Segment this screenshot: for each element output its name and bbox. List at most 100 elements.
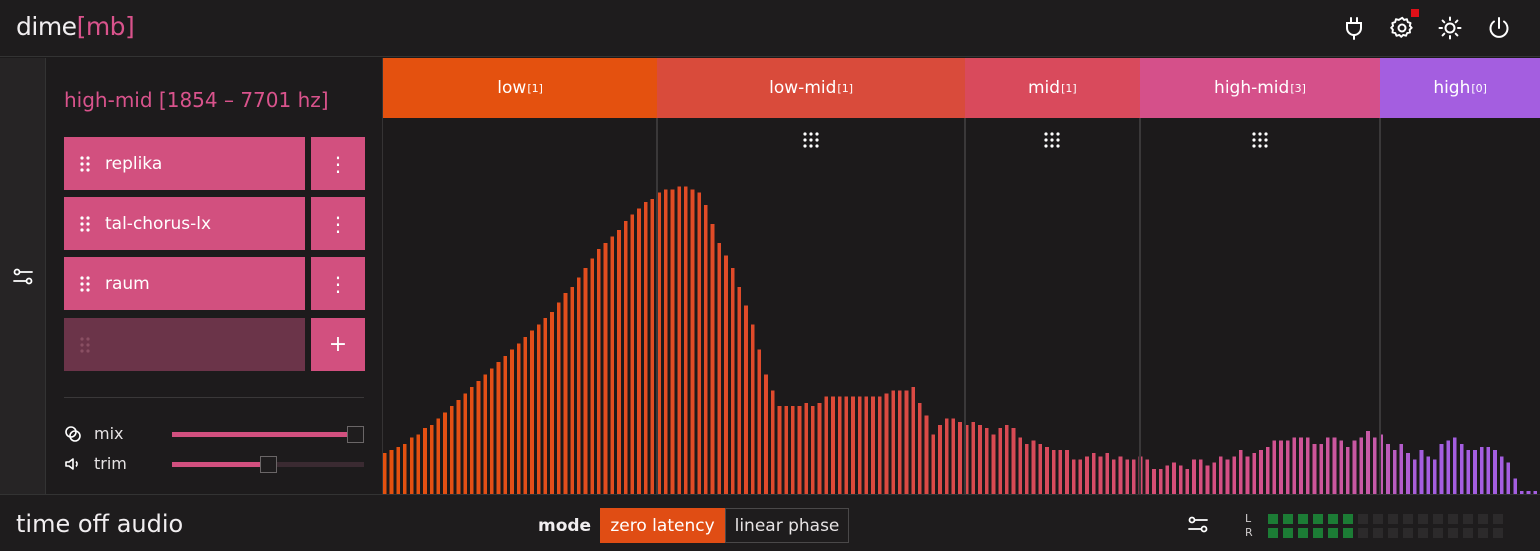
spectrum-bar	[804, 402, 809, 494]
plugin-slot[interactable]: raum	[64, 257, 305, 310]
spectrum-bar	[1058, 450, 1063, 494]
drag-handle-icon[interactable]	[64, 137, 105, 190]
spectrum-bar	[757, 349, 762, 494]
plugin-slot[interactable]: replika	[64, 137, 305, 190]
spectrum-bar	[1212, 462, 1216, 494]
plugin-slot[interactable]: tal-chorus-lx	[64, 197, 305, 250]
meter-cell	[1268, 514, 1278, 524]
band-header-high-mid[interactable]: high-mid [3]	[1139, 58, 1381, 118]
spectrum-bar	[991, 434, 996, 494]
band-header-low-mid[interactable]: low-mid [1]	[657, 58, 965, 118]
spectrum-bar	[550, 311, 554, 494]
band-split-line[interactable]	[656, 118, 659, 494]
plug-icon[interactable]	[1342, 16, 1366, 40]
spectrum-bar	[396, 446, 401, 494]
spectrum-bar	[1158, 468, 1163, 494]
drag-handle-icon[interactable]	[64, 257, 105, 310]
plugin-menu-button[interactable]: ⋮	[311, 197, 365, 250]
meter-cell	[1478, 528, 1488, 538]
spectrum-bar	[1412, 459, 1417, 494]
spectrum-bar	[389, 450, 394, 494]
brightness-icon[interactable]	[1438, 16, 1462, 40]
grip-dots-icon[interactable]	[1044, 132, 1060, 148]
spectrum-bar	[704, 205, 708, 494]
spectrum-bar	[1265, 446, 1270, 494]
band-header-mid[interactable]: mid [1]	[964, 58, 1140, 118]
spectrum-bar	[543, 318, 548, 494]
trim-slider[interactable]	[172, 456, 364, 473]
spectrum-bar	[1312, 443, 1317, 494]
spectrum-bar	[683, 186, 688, 494]
plugin-menu-button[interactable]: ⋮	[311, 257, 365, 310]
band-header-high[interactable]: high [0]	[1380, 58, 1540, 118]
spectrum-bar	[1305, 437, 1310, 494]
spectrum-bar	[1192, 459, 1196, 494]
spectrum-bar	[637, 208, 641, 494]
spectrum-bar	[1379, 434, 1384, 494]
drag-handle-icon[interactable]	[64, 197, 105, 250]
trim-slider-handle[interactable]	[259, 456, 277, 473]
spectrum-bar	[710, 223, 715, 494]
spectrum-bar	[416, 434, 421, 494]
grip-dots-icon[interactable]	[803, 132, 819, 148]
output-meter-right	[1268, 528, 1503, 538]
spectrum-bar	[1513, 478, 1517, 494]
spectrum-bar	[891, 390, 895, 494]
spectrum-bar	[931, 434, 936, 494]
spectrum-bar	[1031, 440, 1036, 494]
settings-icon[interactable]	[1390, 9, 1419, 40]
spectrum-bar	[1091, 453, 1096, 494]
spectrum-bar	[871, 396, 875, 494]
power-icon[interactable]	[1487, 16, 1511, 40]
spectrum-bar	[1125, 459, 1130, 494]
spectrum-bar	[1065, 450, 1069, 494]
plugin-menu-button[interactable]: ⋮	[311, 137, 365, 190]
meter-cell	[1493, 514, 1503, 524]
spectrum-bar	[1466, 450, 1471, 494]
spectrum-bar	[1279, 440, 1283, 494]
band-split-line[interactable]	[963, 118, 966, 494]
spectrum-bar	[1239, 450, 1243, 494]
band-header-low[interactable]: low [1]	[383, 58, 658, 118]
spectrum-bar	[1071, 459, 1076, 494]
spectrum-bar	[1319, 443, 1323, 494]
spectrum-bar	[1533, 490, 1537, 494]
spectrum-bar	[817, 402, 822, 494]
spectrum-view[interactable]: low [1] low-mid [1] mid [1] high-mid [3] high [0]	[383, 58, 1540, 494]
trim-slider-fill	[172, 462, 268, 467]
meter-cell	[1268, 528, 1278, 538]
grip-dots-icon[interactable]	[1252, 132, 1268, 148]
spectrum-bar	[724, 255, 728, 494]
linear-phase-button[interactable]: linear phase	[725, 508, 849, 543]
band-split-line[interactable]	[1379, 118, 1382, 494]
band-name: mid	[1027, 78, 1061, 98]
spectrum-bar	[1292, 437, 1297, 494]
meter-cell	[1328, 528, 1338, 538]
mix-slider[interactable]	[172, 426, 364, 443]
spectrum-bar	[476, 380, 481, 494]
spectrum-bar	[1499, 456, 1504, 494]
spectrum-bar	[617, 230, 621, 494]
meter-cell	[1298, 514, 1308, 524]
spectrum-bar	[1439, 443, 1444, 494]
spectrum-bar	[590, 258, 594, 494]
empty-plugin-slot[interactable]	[64, 318, 305, 371]
meter-cell	[1388, 528, 1398, 538]
spectrum-bar	[409, 437, 414, 494]
zero-latency-button[interactable]: zero latency	[600, 508, 725, 543]
add-plugin-button[interactable]: +	[311, 318, 365, 371]
spectrum-bar	[750, 324, 755, 494]
spectrum-bar	[643, 201, 648, 494]
spectrum-bar	[1259, 450, 1263, 494]
spectrum-bar	[1252, 453, 1257, 494]
logo-accent-text: [mb]	[76, 12, 135, 41]
spectrum-bar	[469, 387, 474, 494]
spectrum-bars	[383, 186, 1537, 494]
band-split-line[interactable]	[1138, 118, 1141, 494]
sliders-icon[interactable]	[1186, 513, 1210, 537]
spectrum-bar	[1165, 465, 1170, 494]
meter-cell	[1388, 514, 1398, 524]
mix-slider-handle[interactable]	[347, 426, 364, 443]
sliders-icon[interactable]	[11, 265, 35, 289]
spectrum-bar	[998, 428, 1002, 494]
